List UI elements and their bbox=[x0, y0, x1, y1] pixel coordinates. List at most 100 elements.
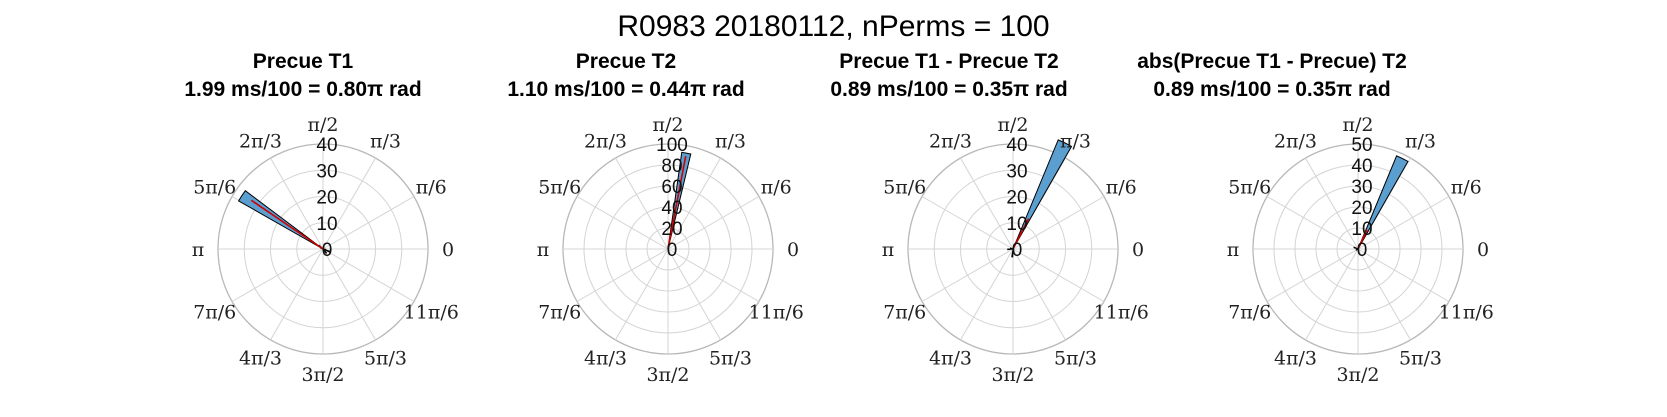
grid-spoke bbox=[667, 157, 721, 250]
radial-tick-label: 20 bbox=[1006, 188, 1027, 209]
polar-panel-2: 0204060801000π/6π/3π/22π/35π/6π7π/64π/33… bbox=[537, 114, 804, 386]
grid-spoke bbox=[615, 248, 669, 341]
grid-spoke bbox=[921, 196, 1014, 250]
histogram-bar bbox=[1011, 248, 1014, 258]
angle-tick-label: 2π/3 bbox=[239, 131, 282, 153]
grid-spoke bbox=[667, 248, 760, 302]
angle-tick-label: π bbox=[882, 239, 895, 261]
histogram-bar bbox=[1353, 246, 1359, 250]
grid-spoke bbox=[270, 157, 324, 250]
angle-tick-label: 11π/6 bbox=[1439, 302, 1494, 324]
angle-tick-label: 0 bbox=[787, 239, 799, 261]
histogram-bar bbox=[1355, 248, 1359, 251]
radial-tick-label: 0 bbox=[322, 240, 333, 261]
panel-4-subtitle: 0.89 ms/100 = 0.35π rad bbox=[1153, 78, 1391, 101]
angle-tick-label: 11π/6 bbox=[749, 302, 804, 324]
mean-vector-line bbox=[1012, 218, 1030, 250]
angle-tick-label: 5π/3 bbox=[364, 347, 407, 369]
grid-spoke bbox=[322, 248, 376, 341]
grid-spoke bbox=[270, 248, 324, 341]
panel-3-title-block: Precue T1 - Precue T2 0.89 ms/100 = 0.35… bbox=[769, 48, 1129, 104]
panel-2-title-block: Precue T2 1.10 ms/100 = 0.44π rad bbox=[446, 48, 806, 104]
angle-tick-label: 5π/3 bbox=[1399, 347, 1442, 369]
radial-tick-label: 0 bbox=[1012, 240, 1023, 261]
panel-1-title-block: Precue T1 1.99 ms/100 = 0.80π rad bbox=[123, 48, 483, 104]
radial-tick-label: 20 bbox=[316, 188, 337, 209]
radial-tick-label: 20 bbox=[1351, 198, 1372, 219]
grid-spoke bbox=[1012, 196, 1105, 250]
radial-tick-label: 30 bbox=[1351, 177, 1372, 198]
radial-tick-label: 30 bbox=[1006, 161, 1027, 182]
angle-tick-label: 2π/3 bbox=[584, 131, 627, 153]
radial-tick-label: 10 bbox=[316, 214, 337, 235]
mean-vector-line bbox=[1357, 229, 1368, 250]
radial-tick-label: 40 bbox=[661, 198, 682, 219]
radial-tick-label: 60 bbox=[661, 177, 682, 198]
angle-tick-label: 7π/6 bbox=[883, 302, 926, 324]
panel-1-subtitle: 1.99 ms/100 = 0.80π rad bbox=[184, 78, 422, 101]
grid-spoke bbox=[1305, 248, 1359, 341]
polar-panel-3: 0 10 20 30 40 0 π/6 π/3 π/2 2π/3 5π/6 π 7π/6 4π/3 3π/2… bbox=[882, 114, 1149, 386]
angle-tick-label: π/6 bbox=[416, 177, 447, 199]
histogram-bar bbox=[322, 248, 327, 251]
radial-tick-label: 100 bbox=[656, 135, 688, 156]
grid-spoke bbox=[960, 157, 1014, 250]
angle-tick-label: 4π/3 bbox=[239, 347, 282, 369]
grid-spoke bbox=[667, 196, 760, 250]
angle-tick-label: π/6 bbox=[1451, 177, 1482, 199]
panel-1-title: Precue T1 bbox=[252, 50, 354, 73]
grid-spoke bbox=[1357, 196, 1450, 250]
grid-spoke bbox=[1266, 196, 1359, 250]
radial-tick-label: 40 bbox=[1351, 156, 1372, 177]
angle-tick-label: π/3 bbox=[715, 131, 746, 153]
angle-tick-label: 4π/3 bbox=[584, 347, 627, 369]
panel-4-title-block: abs(Precue T1 - Precue) T2 0.89 ms/100 =… bbox=[1092, 48, 1452, 104]
angle-tick-label: 0 bbox=[1477, 239, 1489, 261]
panel-2-subtitle: 1.10 ms/100 = 0.44π rad bbox=[507, 78, 745, 101]
angle-tick-label: π bbox=[192, 239, 205, 261]
histogram-bar bbox=[1009, 247, 1014, 250]
grid-spoke bbox=[1305, 157, 1359, 250]
grid-spoke bbox=[322, 157, 376, 250]
panel-3-title: Precue T1 - Precue T2 bbox=[839, 50, 1059, 73]
grid-spoke bbox=[921, 248, 1014, 302]
angle-tick-label: 7π/6 bbox=[1228, 302, 1271, 324]
angle-tick-label: π/2 bbox=[653, 114, 684, 136]
figure-title: R0983 20180112, nPerms = 100 bbox=[617, 10, 1050, 43]
angle-tick-label: π/2 bbox=[308, 114, 339, 136]
grid-spoke bbox=[231, 248, 324, 302]
angle-tick-label: π/2 bbox=[1343, 114, 1374, 136]
angle-tick-label: 3π/2 bbox=[1336, 364, 1379, 386]
angle-tick-label: 2π/3 bbox=[1274, 131, 1317, 153]
angle-tick-label: 5π/6 bbox=[883, 177, 926, 199]
grid-spoke bbox=[615, 157, 669, 250]
angle-tick-label: π bbox=[1227, 239, 1240, 261]
histogram-bar bbox=[322, 248, 328, 254]
grid-spoke bbox=[667, 248, 721, 341]
radial-tick-label: 20 bbox=[661, 219, 682, 240]
radial-tick-label: 40 bbox=[316, 135, 337, 156]
angle-tick-label: 4π/3 bbox=[929, 347, 972, 369]
angle-tick-label: 3π/2 bbox=[646, 364, 689, 386]
radial-tick-label: 40 bbox=[1006, 135, 1027, 156]
angle-tick-label: π/2 bbox=[998, 114, 1029, 136]
grid-spoke bbox=[1266, 248, 1359, 302]
grid-spoke bbox=[1357, 248, 1450, 302]
grid-spoke bbox=[1012, 248, 1066, 341]
angle-tick-label: 11π/6 bbox=[1094, 302, 1149, 324]
angle-tick-label: 4π/3 bbox=[1274, 347, 1317, 369]
radial-tick-label: 0 bbox=[1357, 240, 1368, 261]
angle-tick-label: 7π/6 bbox=[538, 302, 581, 324]
panel-3-subtitle: 0.89 ms/100 = 0.35π rad bbox=[830, 78, 1068, 101]
angle-tick-label: 0 bbox=[1132, 239, 1144, 261]
grid-spoke bbox=[322, 196, 415, 250]
angle-tick-label: 2π/3 bbox=[929, 131, 972, 153]
angle-tick-label: 5π/6 bbox=[193, 177, 236, 199]
angle-tick-label: 3π/2 bbox=[301, 364, 344, 386]
angle-tick-label: π/3 bbox=[1405, 131, 1436, 153]
polar-panel-4: 010203040500π/6π/3π/22π/35π/6π7π/64π/33π… bbox=[1227, 114, 1494, 386]
angle-tick-label: 5π/6 bbox=[538, 177, 581, 199]
radial-tick-label: 10 bbox=[1351, 219, 1372, 240]
radial-tick-label: 0 bbox=[667, 240, 678, 261]
